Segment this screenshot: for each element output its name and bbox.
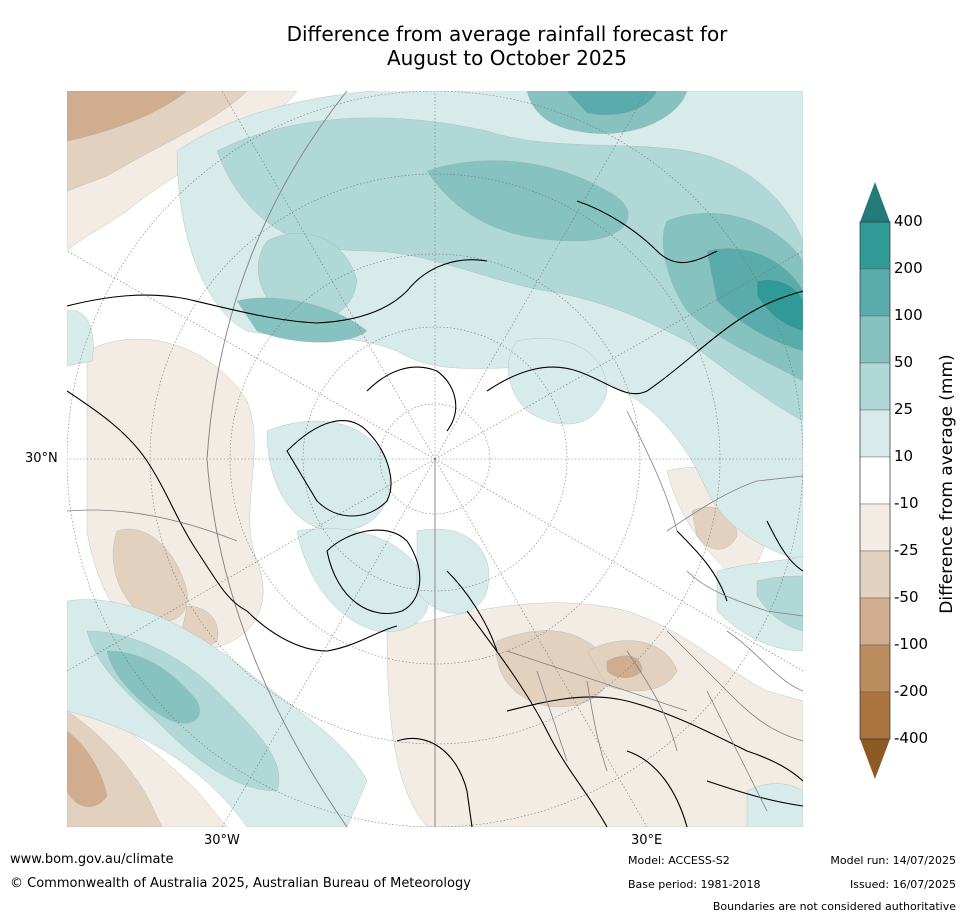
footer-model: Model: ACCESS-S2 [628, 854, 730, 867]
colorbar-tick-label: -400 [894, 729, 929, 747]
footer-copyright: © Commonwealth of Australia 2025, Austra… [10, 876, 471, 891]
colorbar-band [859, 268, 891, 317]
colorbar-band [859, 503, 891, 552]
colorbar-tick-label: -100 [894, 635, 929, 653]
title-line-1: Difference from average rainfall forecas… [286, 22, 728, 46]
colorbar-arrow-bottom [860, 739, 890, 779]
lon-label-30e: 30°E [631, 833, 663, 848]
colorbar-tick-label: 200 [894, 259, 923, 277]
colorbar-bands [859, 221, 891, 740]
colorbar-outline [859, 221, 891, 740]
country-borders [67, 410, 803, 812]
coastlines [67, 200, 803, 827]
colorbar-band [859, 315, 891, 364]
footer-issued: Issued: 16/07/2025 [849, 878, 956, 891]
lon-label-30w: 30°W [204, 833, 240, 848]
colorbar-tick-label: 400 [894, 212, 923, 230]
colorbar-arrow-top [860, 182, 890, 222]
lat-label-30n: 30°N [25, 451, 58, 466]
colorbar-band [859, 691, 891, 740]
colorbar-tick-label: -10 [894, 494, 919, 512]
colorbar-title: Difference from average (mm) [937, 354, 957, 614]
colorbar [859, 182, 891, 779]
chart-title: Difference from average rainfall forecas… [0, 22, 965, 70]
colorbar-tick-label: -50 [894, 588, 919, 606]
wet-anomaly-areas [67, 91, 803, 827]
colorbar-band [859, 221, 891, 270]
colorbar-band [859, 456, 891, 505]
footer-disclaimer: Boundaries are not considered authoritat… [712, 900, 956, 913]
colorbar-band [859, 644, 891, 693]
colorbar-tick-label: -25 [894, 541, 919, 559]
colorbar-tick-label: 50 [894, 353, 914, 371]
title-line-2: August to October 2025 [386, 46, 628, 70]
colorbar-tick-label: 10 [894, 447, 914, 465]
dry-anomaly-areas [67, 91, 803, 827]
colorbar-band [859, 409, 891, 458]
colorbar-band [859, 550, 891, 599]
colorbar-tick-label: 25 [894, 400, 914, 418]
colorbar-tick-label: 100 [894, 306, 923, 324]
footer-model-run: Model run: 14/07/2025 [830, 854, 956, 867]
graticule-solid [206, 91, 436, 827]
colorbar-band [859, 362, 891, 411]
colorbar-band [859, 597, 891, 646]
footer-url: www.bom.gov.au/climate [10, 852, 174, 867]
map-svg [67, 91, 803, 827]
rainfall-map [67, 91, 803, 827]
colorbar-tick-label: -200 [894, 682, 929, 700]
footer-base-period: Base period: 1981-2018 [628, 878, 761, 891]
